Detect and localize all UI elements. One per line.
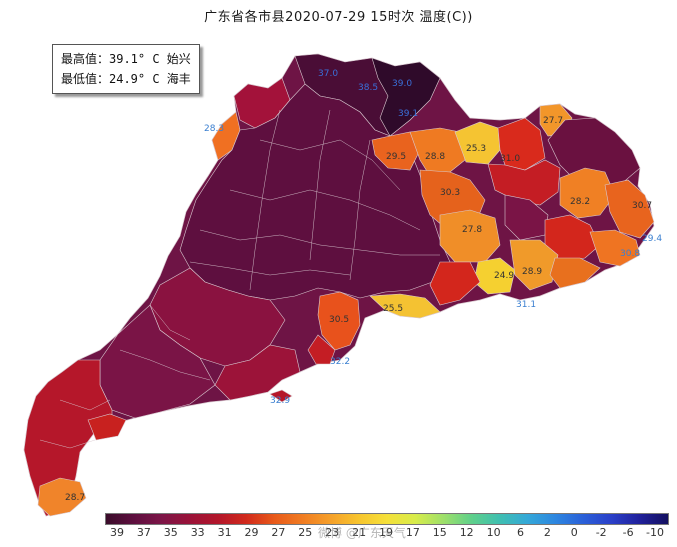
label-37-0: 37.0: [318, 69, 338, 79]
region-yingde-orange: [371, 131, 421, 171]
stats-box: 最高值：39.1° C 始兴 最低值：24.9° C 海丰: [52, 44, 200, 94]
value-labels: 37.0 38.5 39.0 39.1 28.3 27.7 29.5 28.8 …: [65, 69, 662, 503]
color-scale-bar: [105, 513, 669, 525]
label-32-2: 32.2: [330, 357, 350, 367]
scale-tick: 29: [244, 526, 259, 539]
label-24-9: 24.9: [494, 271, 514, 281]
scale-tick: 19: [379, 526, 393, 539]
label-38-5: 38.5: [358, 83, 378, 93]
label-28-3: 28.3: [204, 124, 224, 134]
scale-tick: 31: [217, 526, 232, 539]
region-shenzhen-yellow: [369, 293, 441, 319]
label-31-1: 31.1: [516, 300, 536, 310]
label-27-8: 27.8: [462, 225, 482, 235]
region-shixing: [371, 57, 441, 137]
region-puning-orange: [549, 257, 601, 289]
region-jieyang-orange: [559, 167, 616, 219]
scale-tick: 27: [271, 526, 286, 539]
scale-tick: 35: [163, 526, 178, 539]
scale-tick: 15: [432, 526, 447, 539]
max-value-label: 最高值：39.1° C 始兴: [61, 52, 191, 66]
scale-tick: -6: [622, 526, 634, 539]
label-30-7: 30.7: [632, 201, 652, 211]
scale-tick: 39: [110, 526, 124, 539]
min-value-label: 最低值：24.9° C 海丰: [61, 72, 191, 86]
label-28-2: 28.2: [570, 197, 590, 207]
region-zhuhai-red: [307, 334, 336, 365]
region-yangjiang-red: [214, 344, 301, 401]
scale-tick: -2: [595, 526, 607, 539]
scale-tick: 21: [352, 526, 367, 539]
label-28-8: 28.8: [425, 152, 445, 162]
region-northeast-orange: [409, 127, 466, 177]
region-hainan-strait-red: [87, 413, 127, 441]
scale-tick: 0: [570, 526, 578, 539]
scale-tick: 2: [543, 526, 551, 539]
region-lufeng-orange: [509, 239, 559, 291]
label-29-5: 29.5: [386, 152, 406, 162]
scale-tick: 33: [190, 526, 205, 539]
scale-tick: 6: [517, 526, 524, 539]
label-30-3: 30.3: [440, 188, 460, 198]
label-28-9: 28.9: [522, 267, 542, 277]
temperature-map: 37.0 38.5 39.0 39.1 28.3 27.7 29.5 28.8 …: [23, 53, 662, 517]
label-32-9: 32.9: [270, 396, 290, 406]
region-longchuan-red: [497, 117, 546, 171]
label-27-7: 27.7: [543, 116, 563, 126]
label-30-8: 30.8: [620, 249, 640, 259]
label-39-0: 39.0: [392, 79, 412, 89]
label-39-1: 39.1: [398, 109, 418, 119]
scale-tick: 23: [325, 526, 340, 539]
region-shangchuan: [269, 389, 293, 403]
label-25-3: 25.3: [466, 144, 486, 154]
label-28-7: 28.7: [65, 493, 85, 503]
region-zhongshan-orange: [317, 291, 361, 351]
label-31-0: 31.0: [500, 154, 520, 164]
label-25-5: 25.5: [383, 304, 403, 314]
county-borders: [39, 109, 440, 449]
scale-tick: -10: [646, 526, 664, 539]
scale-tick: 25: [298, 526, 313, 539]
region-huizhou-orange: [439, 209, 501, 263]
region-xuwen-orange: [37, 477, 87, 517]
label-29-4: 29.4: [642, 234, 662, 244]
map-title: 广东省各市县2020-07-29 15时次 温度(C)): [204, 10, 473, 25]
scale-tick: 17: [405, 526, 420, 539]
region-huilai-orange: [589, 229, 641, 267]
region-huiyang-red: [429, 261, 481, 306]
region-zhanjiang-red: [23, 359, 113, 517]
region-chaozhou-orange: [604, 179, 655, 239]
scale-tick: 37: [136, 526, 151, 539]
scale-tick: 10: [486, 526, 501, 539]
scale-tick: 12: [459, 526, 474, 539]
color-scale-ticks: 39 37 35 33 31 29 27 25 23 21 19 17 15 12 10 6 2 0 -2 -6 -10: [105, 526, 667, 542]
watermark: 微博 @广东天气: [318, 526, 406, 540]
label-30-5: 30.5: [329, 315, 349, 325]
